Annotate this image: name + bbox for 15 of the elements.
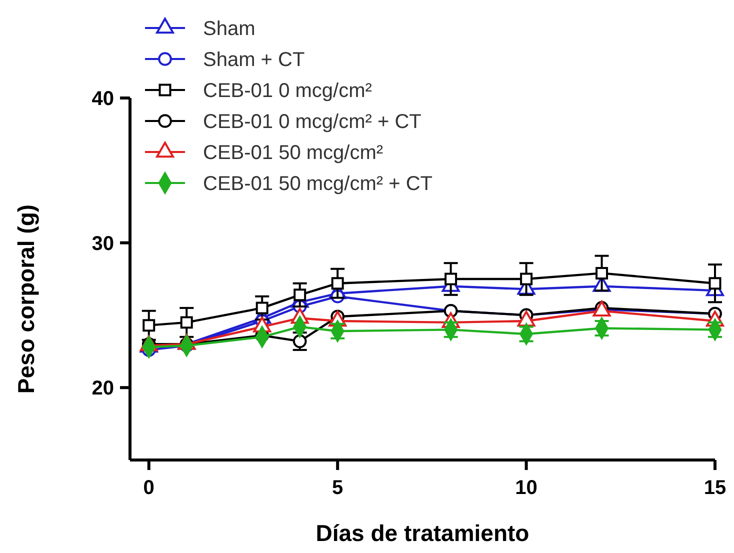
y-tick-label: 40 — [92, 88, 114, 110]
legend-label: CEB-01 50 mcg/cm² + CT — [203, 173, 433, 195]
legend-label: CEB-01 0 mcg/cm² + CT — [203, 111, 422, 133]
legend-label: CEB-01 0 mcg/cm² — [203, 80, 372, 102]
y-tick-label: 30 — [92, 232, 114, 255]
y-tick-label: 20 — [92, 378, 114, 400]
x-tick-label: 5 — [332, 477, 344, 499]
legend-label: Sham — [203, 18, 256, 40]
y-axis-title: Peso corporal (g) — [13, 204, 39, 394]
legend-label: CEB-01 50 mcg/cm² — [203, 142, 384, 164]
x-tick-label: 15 — [704, 477, 726, 499]
x-tick-label: 0 — [143, 477, 154, 499]
x-tick-label: 10 — [515, 477, 538, 499]
legend-label: Sham + CT — [203, 49, 305, 71]
x-axis-title: Días de tratamiento — [316, 520, 530, 546]
